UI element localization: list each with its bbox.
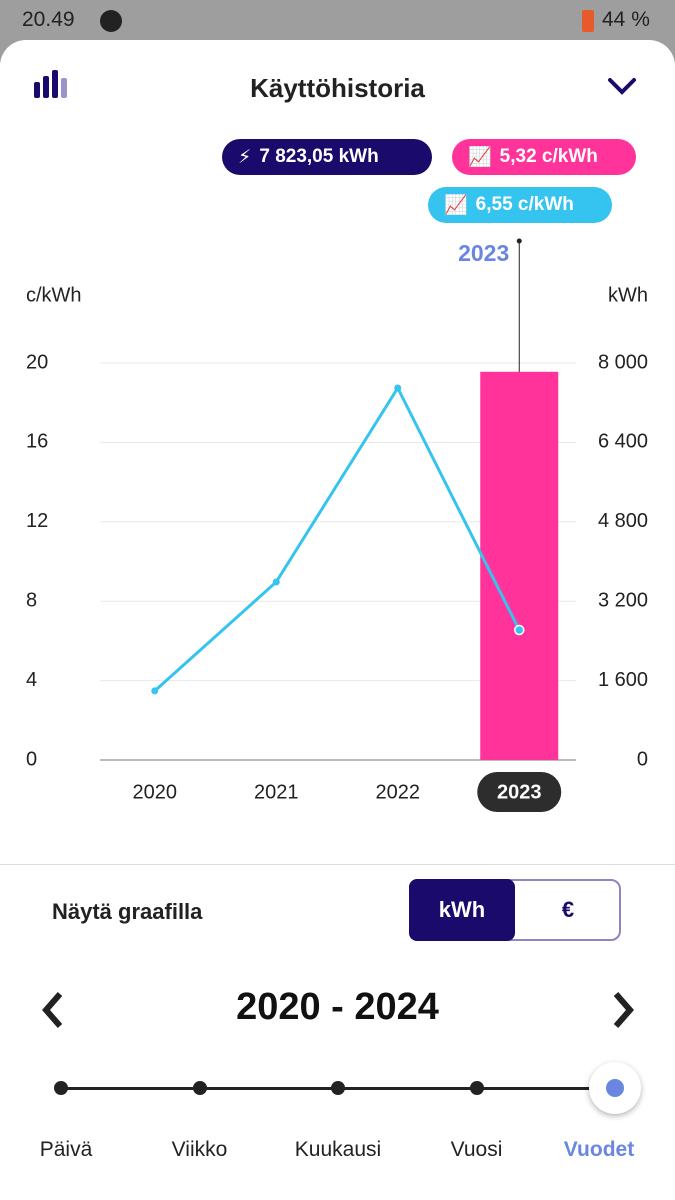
notification-icon <box>100 10 122 32</box>
scale-dot <box>469 1081 484 1095</box>
bar <box>480 371 559 760</box>
y2-tick-label: 6 400 <box>598 431 648 453</box>
battery-icon <box>582 10 594 32</box>
selection-label: 2023 <box>458 240 509 266</box>
y2-tick-label: 8 000 <box>598 351 648 373</box>
next-button[interactable] <box>610 990 636 1030</box>
divider <box>0 864 675 865</box>
selection-dot <box>516 238 522 244</box>
y-tick-label: 8 <box>26 589 37 611</box>
scale-label[interactable]: Viikko <box>171 1138 228 1161</box>
chart: c/kWh kWh 0 4 8 12 16 20 0 1 600 3 200 4 800 6 400 8 … <box>26 238 648 812</box>
x-tick-label: 2023 <box>497 781 542 803</box>
prev-button[interactable] <box>40 990 66 1030</box>
scale-dot <box>54 1081 68 1095</box>
toggle-option[interactable]: € <box>561 897 575 922</box>
y2-tick-label: 1 600 <box>598 669 648 691</box>
y-tick-label: 16 <box>26 431 48 453</box>
scale-label[interactable]: Kuukausi <box>294 1138 382 1161</box>
y2-tick-label: 3 200 <box>598 589 648 611</box>
scale-label[interactable]: Vuodet <box>563 1138 635 1161</box>
scale-knob-dot <box>606 1079 624 1097</box>
panel <box>0 40 675 1200</box>
y2-tick-label: 0 <box>637 748 648 770</box>
battery: 44 % <box>602 8 650 31</box>
y2-tick-label: 4 800 <box>598 510 648 532</box>
y-tick-label: 12 <box>26 510 48 532</box>
y-tick-label: 0 <box>26 748 37 770</box>
line <box>153 384 521 693</box>
y-axis-label: c/kWh <box>26 284 82 306</box>
scale-label[interactable]: Vuosi <box>450 1138 503 1161</box>
clock: 20.49 <box>22 8 75 31</box>
line-point <box>394 384 402 392</box>
x-tick-label: 2021 <box>254 781 299 803</box>
scale-label[interactable]: Päivä <box>39 1138 93 1161</box>
line-point <box>151 687 159 695</box>
x-tick-label: 2020 <box>133 781 178 803</box>
header-title: Käyttöhistoria <box>250 73 425 103</box>
line-point <box>514 624 525 636</box>
scale-dot <box>331 1081 345 1095</box>
line-point <box>272 578 280 586</box>
chart-icon <box>34 70 67 98</box>
toggle-option[interactable]: kWh <box>409 879 515 941</box>
collapse-button[interactable] <box>606 76 638 98</box>
x-tick-label: 2022 <box>376 781 421 803</box>
consumption-badge: ⚡ 7 823,05 kWh <box>222 139 432 175</box>
price-badge: 📈 5,32 c/kWh <box>452 139 636 175</box>
unit-toggle: kWh € <box>409 879 621 941</box>
selected-pill <box>477 772 562 812</box>
badge-text: 5,32 c/kWh <box>499 146 598 167</box>
badge-text: 6,55 c/kWh <box>475 194 574 215</box>
toggle-label: Näytä graafilla <box>52 899 203 924</box>
y2-axis-label: kWh <box>608 284 648 306</box>
period: 2020 - 2024 <box>236 986 439 1028</box>
badge-text: 7 823,05 kWh <box>259 146 379 167</box>
price-badge: 📈 6,55 c/kWh <box>428 187 612 223</box>
y-tick-label: 4 <box>26 669 37 691</box>
scale-dot <box>192 1081 207 1095</box>
y-tick-label: 20 <box>26 351 48 373</box>
